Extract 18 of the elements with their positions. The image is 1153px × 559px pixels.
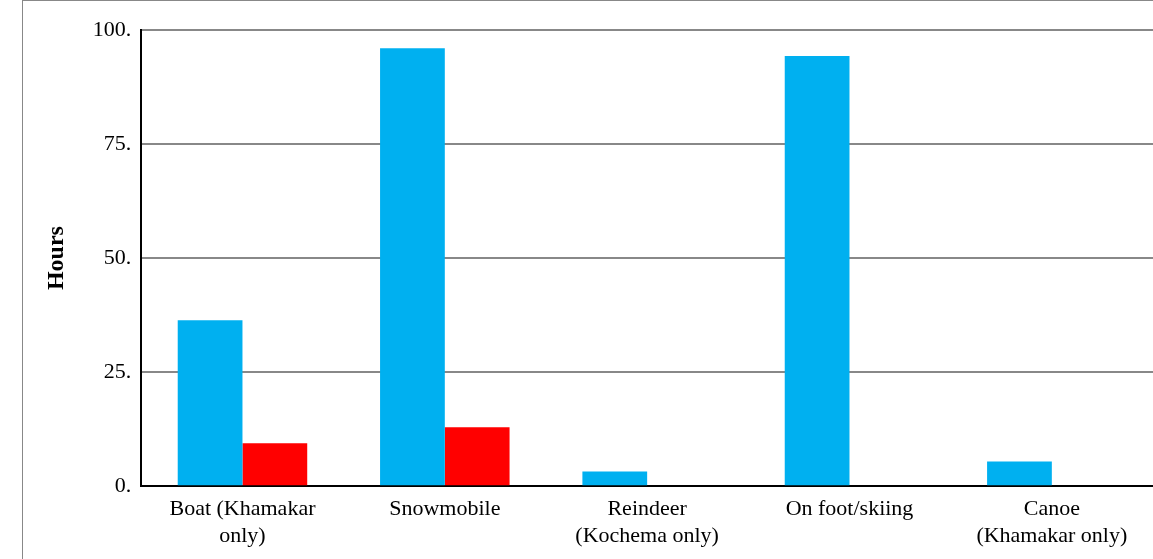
y-tick-label: 25.	[103, 357, 132, 383]
bar	[582, 471, 648, 486]
y-tick-label: 0.	[114, 471, 132, 497]
x-tick-label: On foot/skiing	[785, 495, 914, 521]
y-tick-label: 50.	[103, 243, 132, 269]
bar	[177, 320, 243, 486]
bar	[444, 427, 510, 486]
bar	[784, 56, 850, 486]
y-tick-label: 100.	[92, 15, 132, 41]
y-axis-title: Hours	[41, 226, 68, 291]
y-tick-label: 75.	[103, 129, 132, 155]
x-tick-label: Reindeer (Kochema only)	[575, 495, 719, 547]
bar	[380, 48, 445, 486]
x-tick-label: Canoe (Khamakar only)	[976, 495, 1128, 547]
bar	[242, 443, 308, 486]
x-tick-label: Snowmobile	[389, 495, 501, 521]
bar	[987, 461, 1052, 486]
x-tick-label: Boat (Khamakar only)	[169, 495, 317, 547]
